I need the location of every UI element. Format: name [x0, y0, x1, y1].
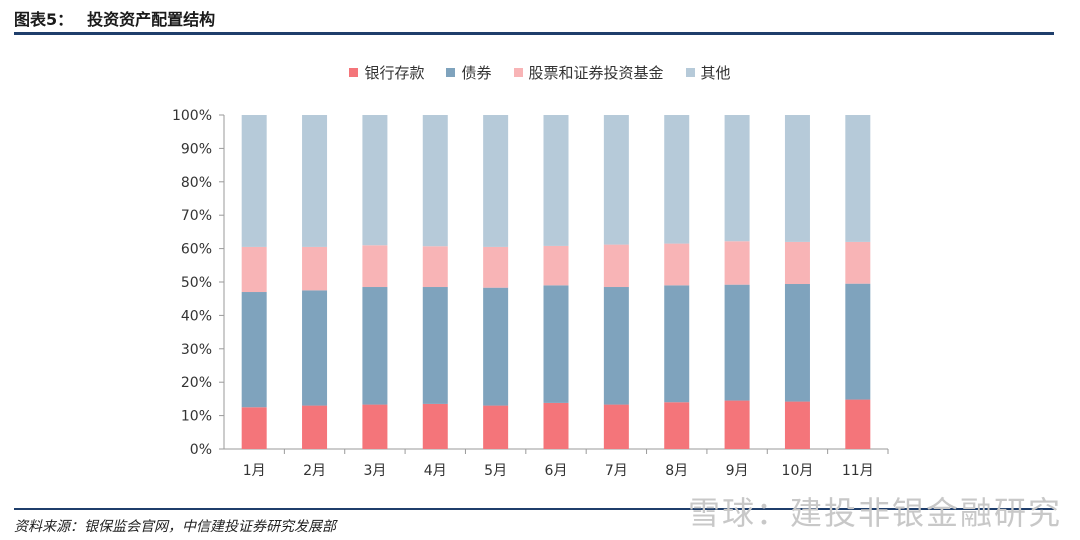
legend-label: 债券 [461, 64, 492, 82]
bar-2-10 [845, 241, 871, 284]
y-tick-label: 70% [181, 208, 212, 224]
source-note: 资料来源：银保监会官网，中信建投证券研究发展部 [14, 519, 336, 535]
bar-1-2 [362, 287, 388, 405]
x-tick-label: 3月 [363, 463, 386, 479]
figure-number: 图表5： [14, 10, 74, 29]
y-tick-label: 50% [181, 275, 212, 291]
bar-3-9 [784, 115, 810, 242]
bar-2-2 [362, 245, 388, 288]
bar-1-4 [483, 287, 509, 406]
x-tick-label: 1月 [243, 463, 266, 479]
legend-label: 其他 [700, 64, 731, 82]
bar-2-0 [241, 246, 267, 293]
x-tick-label: 9月 [726, 463, 749, 479]
y-tick-label: 80% [181, 175, 212, 191]
legend-swatch-other [685, 68, 695, 77]
bar-0-3 [422, 403, 448, 449]
legend-item: 其他 [685, 62, 731, 83]
bar-1-3 [422, 287, 448, 404]
legend-item: 债券 [446, 62, 492, 83]
bar-1-5 [543, 285, 569, 403]
x-tick-label: 4月 [424, 463, 447, 479]
x-tick-label: 11月 [842, 463, 874, 479]
bar-1-1 [302, 290, 328, 406]
legend-item: 银行存款 [349, 62, 424, 83]
bar-1-0 [241, 292, 267, 408]
bar-3-0 [241, 115, 267, 247]
bar-2-7 [664, 243, 690, 286]
bar-0-1 [302, 405, 328, 449]
x-tick-label: 5月 [484, 463, 507, 479]
bar-2-1 [302, 246, 328, 291]
bar-0-6 [603, 404, 629, 449]
x-tick-label: 7月 [605, 463, 628, 479]
bar-0-9 [784, 401, 810, 449]
bar-3-2 [362, 115, 388, 246]
bar-3-3 [422, 115, 448, 247]
y-tick-label: 60% [181, 242, 212, 258]
figure-title: 图表5： 投资资产配置结构 [14, 6, 229, 30]
legend-item: 股票和证券投资基金 [513, 62, 664, 83]
bar-0-5 [543, 402, 569, 449]
bar-1-7 [664, 285, 690, 403]
bar-2-8 [724, 241, 750, 285]
bar-1-9 [784, 284, 810, 402]
bar-1-6 [603, 287, 629, 405]
legend-label: 股票和证券投资基金 [528, 64, 664, 82]
bar-0-8 [724, 400, 750, 449]
bar-0-4 [483, 405, 509, 449]
x-tick-label: 2月 [303, 463, 326, 479]
y-tick-label: 30% [181, 342, 212, 358]
watermark: 雪球：建投非银金融研究 [687, 494, 1062, 532]
legend-swatch-bank-deposit [349, 68, 359, 77]
bar-3-7 [664, 115, 690, 244]
bar-3-8 [724, 115, 750, 242]
bar-3-10 [845, 115, 871, 242]
bar-3-6 [603, 115, 629, 245]
y-tick-label: 10% [181, 409, 212, 425]
y-tick-label: 100% [172, 108, 212, 124]
bar-2-6 [603, 244, 629, 288]
x-tick-label: 6月 [545, 463, 568, 479]
legend-swatch-stocks-funds [513, 68, 523, 77]
x-tick-label: 8月 [665, 463, 688, 479]
y-tick-label: 40% [181, 308, 212, 324]
bar-3-1 [302, 115, 328, 247]
bar-1-10 [845, 283, 871, 400]
bar-0-0 [241, 407, 267, 449]
bar-2-3 [422, 246, 448, 288]
y-tick-label: 0% [190, 442, 212, 458]
bar-1-8 [724, 284, 750, 401]
legend-swatch-bonds [446, 68, 456, 77]
bottom-rule [14, 508, 1054, 510]
bar-2-9 [784, 241, 810, 285]
bar-3-5 [543, 115, 569, 246]
bar-0-2 [362, 404, 388, 449]
x-tick-label: 10月 [782, 463, 814, 479]
y-tick-label: 20% [181, 375, 212, 391]
bar-2-5 [543, 245, 569, 286]
legend-label: 银行存款 [364, 64, 425, 82]
bar-0-7 [664, 402, 690, 449]
bar-3-4 [483, 115, 509, 247]
bar-0-10 [845, 399, 871, 449]
bar-2-4 [483, 246, 509, 288]
top-rule [14, 32, 1054, 35]
y-tick-label: 90% [181, 141, 212, 157]
figure-title-text: 投资资产配置结构 [87, 10, 216, 29]
chart-legend: 银行存款 债券 股票和证券投资基金 其他 [0, 62, 1080, 83]
